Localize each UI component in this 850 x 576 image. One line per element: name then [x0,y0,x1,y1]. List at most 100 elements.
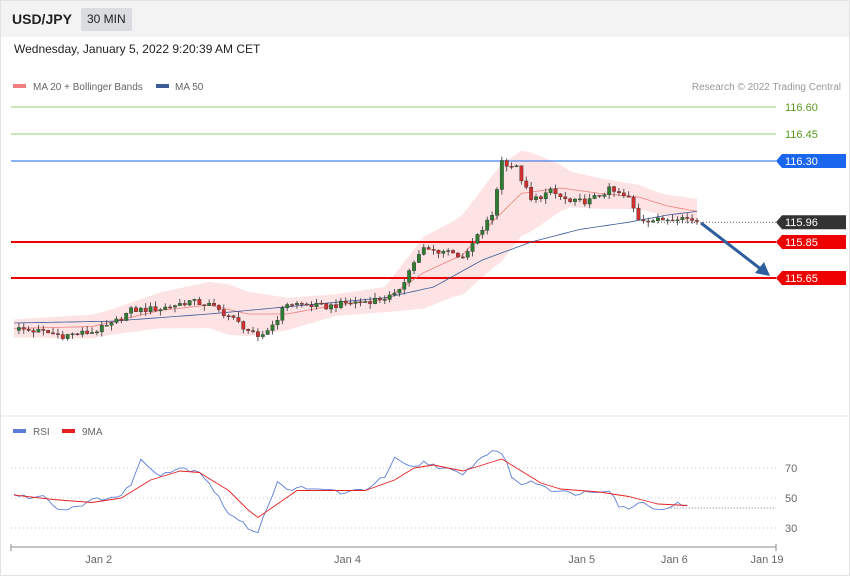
candle-body [138,307,143,313]
candle-body [578,198,582,201]
candle [70,332,75,339]
candle-body [353,301,358,304]
candle [260,330,265,340]
candle-body [275,320,280,326]
candle [412,260,416,275]
candle [246,328,251,334]
candle [334,299,338,313]
candle [36,324,41,333]
candle [553,184,558,199]
candle [563,191,568,204]
candle-body [90,332,94,334]
candle-body [582,198,587,205]
candle [309,301,314,312]
candle-body [607,186,612,195]
candle [377,296,382,304]
candle-body [368,301,373,304]
price-tag-label: 116.30 [785,156,818,168]
candle-body [475,234,480,244]
candle-body [485,219,490,231]
price-tag-116-60: 116.60 [785,102,818,114]
timeframe-badge[interactable]: 30 MIN [81,8,132,31]
candle-body [334,304,338,308]
candle [656,213,660,224]
candle [621,188,626,199]
candle-body [216,305,221,310]
candle-body [256,331,260,337]
candle-body [451,250,455,254]
candle-body [187,300,192,306]
candle-body [602,194,607,197]
candle-body [285,304,290,309]
candle-body [295,303,299,305]
candle-body [21,327,26,330]
candle-body [563,196,568,200]
candle [251,326,255,334]
candle-body [685,217,690,219]
candle [524,176,529,190]
candle [538,194,543,203]
candle [431,244,436,255]
candle [475,233,480,245]
candle-body [16,327,21,331]
candle [324,303,329,310]
candle [177,298,182,306]
candle [138,306,143,316]
candle-body [656,217,660,221]
candle [426,245,431,250]
forecast-arrow [700,221,770,276]
candle [216,303,221,313]
candle-body [309,304,314,308]
legend-label-rsi-ma: 9MA [82,427,103,438]
candle [338,297,343,310]
candle-body [407,270,412,283]
candle [456,252,460,259]
x-tick-label: Jan 2 [85,554,112,566]
candle-body [670,219,675,222]
candle-body [543,192,548,200]
candle [168,304,173,309]
candle-body [226,315,231,317]
candle-body [421,247,426,255]
candle [651,218,656,224]
candle-body [480,230,485,235]
candle-body [182,303,187,306]
candle-body [265,330,270,335]
candle-body [392,292,397,296]
candle [265,327,270,335]
candle [680,214,685,224]
candle [304,302,309,306]
candle-body [85,330,90,334]
candle [529,181,534,202]
candle [295,300,299,309]
candle-body [270,324,275,331]
candle-body [431,249,436,251]
candle [612,185,616,197]
legend-swatch-rsi-ma [62,429,75,433]
candle [695,217,699,225]
candle-body [651,220,656,223]
candle-body [46,330,51,334]
candle-body [514,165,519,167]
rsi-line [13,450,688,534]
price-tag-label: 115.85 [785,237,818,249]
candle [436,249,441,259]
candle-body [80,330,85,335]
candle-body [177,303,182,306]
candle [275,316,280,330]
candle-body [646,220,651,223]
candle-body [143,307,148,312]
candle-body [636,207,641,221]
candle-body [65,334,70,339]
candle-body [324,303,329,310]
price-tag-115-96: 115.96 [776,215,846,230]
candle-body [163,306,168,310]
candle [99,321,104,337]
candle [31,328,36,338]
candle-body [548,188,553,193]
candle [114,316,119,325]
candle-body [441,251,446,254]
candle-body [26,328,31,331]
price-tag-label: 116.45 [785,129,818,141]
